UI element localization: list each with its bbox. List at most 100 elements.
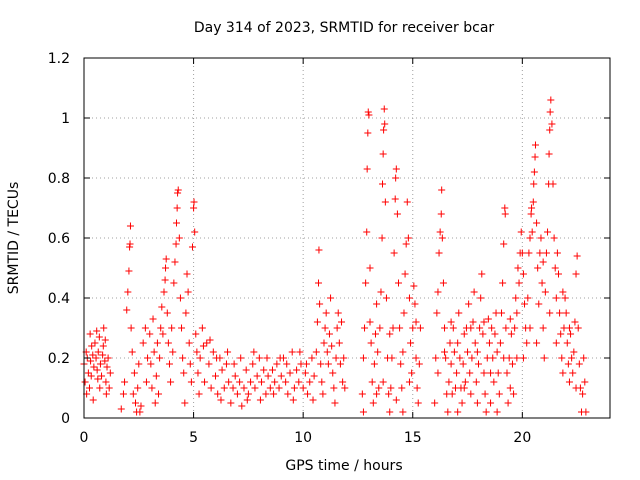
data-point xyxy=(416,324,424,332)
data-point xyxy=(193,348,201,356)
data-point xyxy=(136,408,144,416)
data-point xyxy=(258,378,266,386)
data-point xyxy=(460,384,468,392)
data-point xyxy=(162,264,170,272)
data-point xyxy=(137,402,145,410)
data-point xyxy=(548,120,556,128)
data-point xyxy=(230,360,238,368)
data-point xyxy=(531,141,539,149)
data-point xyxy=(512,294,520,302)
data-point xyxy=(288,348,296,356)
data-point xyxy=(472,378,480,386)
data-point xyxy=(386,330,394,338)
data-point xyxy=(549,180,557,188)
data-point xyxy=(444,408,452,416)
data-point xyxy=(403,198,411,206)
data-point xyxy=(268,366,276,374)
data-point xyxy=(473,399,481,407)
data-point xyxy=(330,384,338,392)
data-point xyxy=(401,270,409,278)
data-point xyxy=(410,282,418,290)
data-point xyxy=(270,390,278,398)
data-point xyxy=(184,288,192,296)
data-point xyxy=(408,369,416,377)
data-point xyxy=(240,384,248,392)
data-point xyxy=(476,324,484,332)
data-point xyxy=(81,378,89,386)
data-point xyxy=(165,360,173,368)
data-point xyxy=(569,369,577,377)
data-point xyxy=(546,126,554,134)
data-point xyxy=(101,336,109,344)
data-point xyxy=(128,348,136,356)
data-point xyxy=(454,339,462,347)
data-point xyxy=(249,360,257,368)
data-point xyxy=(464,348,472,356)
data-point xyxy=(395,279,403,287)
data-point xyxy=(465,300,473,308)
data-point xyxy=(454,408,462,416)
data-point xyxy=(433,309,441,317)
data-point xyxy=(371,330,379,338)
data-point xyxy=(149,315,157,323)
data-point xyxy=(399,408,407,416)
data-point xyxy=(399,348,407,356)
data-point xyxy=(365,111,373,119)
data-point xyxy=(152,372,160,380)
x-tick-label: 10 xyxy=(294,430,312,446)
data-point xyxy=(264,372,272,380)
data-point xyxy=(415,360,423,368)
data-point xyxy=(448,390,456,398)
data-point xyxy=(296,348,304,356)
x-tick-labels: 0 5 10 15 20 xyxy=(80,430,532,446)
data-point xyxy=(328,342,336,350)
data-point xyxy=(338,318,346,326)
data-point xyxy=(309,396,317,404)
data-point xyxy=(496,339,504,347)
data-point xyxy=(536,249,544,257)
data-point xyxy=(96,384,104,392)
data-point xyxy=(380,105,388,113)
data-point xyxy=(142,378,150,386)
data-point xyxy=(434,369,442,377)
data-point xyxy=(104,354,112,362)
data-point xyxy=(392,165,400,173)
data-point xyxy=(434,288,442,296)
data-point xyxy=(573,252,581,260)
data-point xyxy=(506,315,514,323)
data-point xyxy=(391,195,399,203)
data-point xyxy=(331,399,339,407)
data-point xyxy=(213,354,221,362)
data-point xyxy=(404,234,412,242)
x-axis-label: GPS time / hours xyxy=(285,458,402,474)
data-point xyxy=(130,369,138,377)
data-point xyxy=(277,372,285,380)
data-point xyxy=(123,306,131,314)
data-point xyxy=(478,270,486,278)
data-point xyxy=(271,378,279,386)
data-point xyxy=(510,390,518,398)
data-point xyxy=(461,378,469,386)
data-point xyxy=(282,378,290,386)
data-point xyxy=(335,339,343,347)
data-point xyxy=(85,384,93,392)
data-point xyxy=(87,372,95,380)
data-point xyxy=(194,369,202,377)
data-point xyxy=(179,354,187,362)
data-point xyxy=(250,348,258,356)
data-point xyxy=(212,372,219,380)
data-point xyxy=(263,354,271,362)
data-point xyxy=(378,234,386,242)
data-point xyxy=(469,318,477,326)
data-point xyxy=(572,270,580,278)
x-tick-label: 15 xyxy=(404,430,422,446)
data-point xyxy=(470,288,478,296)
y-tick-label: 0.8 xyxy=(48,171,70,187)
data-point xyxy=(508,360,516,368)
data-point xyxy=(320,339,328,347)
data-point xyxy=(262,390,270,398)
data-point xyxy=(301,369,309,377)
data-point xyxy=(431,399,439,407)
data-point xyxy=(319,390,327,398)
data-point xyxy=(96,360,104,368)
